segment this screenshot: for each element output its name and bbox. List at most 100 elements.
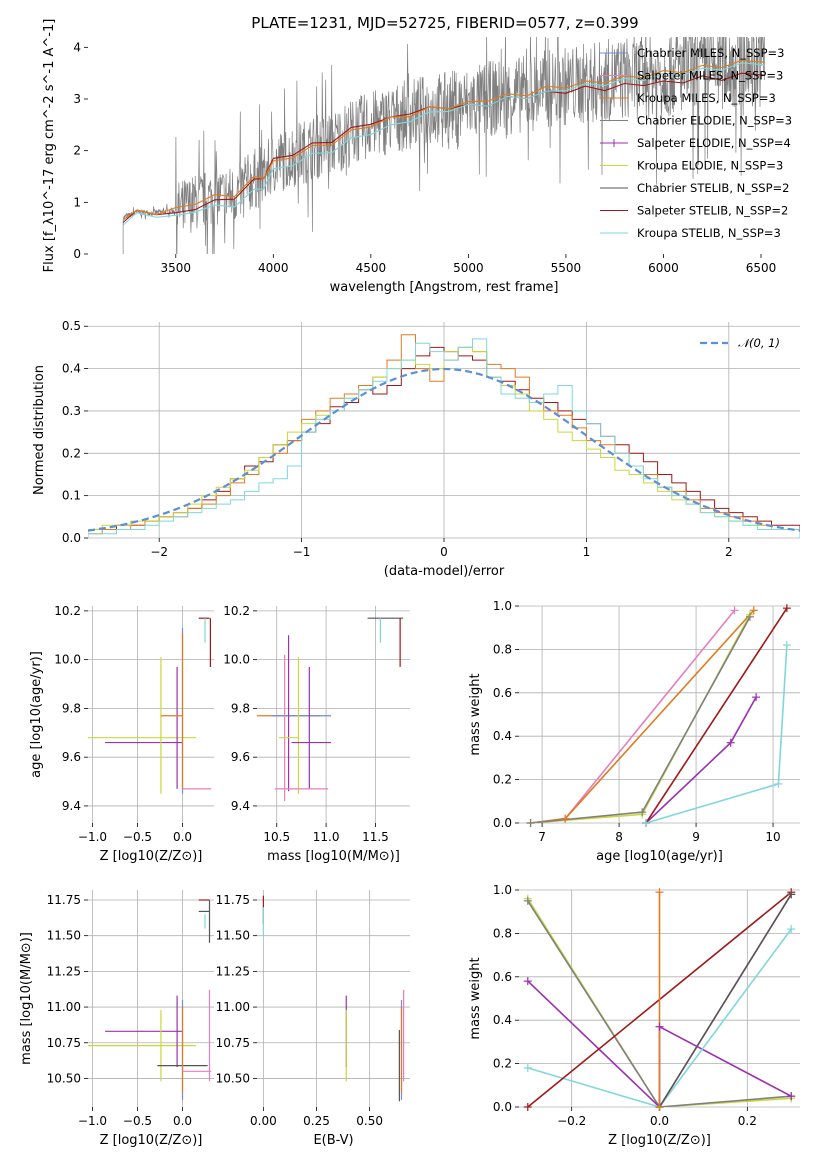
- y-tick-label: 0.1: [62, 489, 81, 503]
- y-tick-label: 10.0: [54, 653, 81, 667]
- y-axis-label: Flux [f_λ10^-17 erg cm^-2 s^-1 A^-1]: [42, 19, 57, 273]
- panel-mass-vs-EBV: 0.00 0.25 0.50 10.50 10.75 11.00 11.25 11.50 11.…: [216, 890, 410, 1148]
- y-tick-label: 3: [73, 92, 81, 106]
- y-tick-label: 0.0: [493, 1100, 512, 1114]
- y-tick-label: 0.2: [493, 773, 512, 787]
- weight-series-line: [645, 696, 757, 823]
- weight-series-line: [658, 893, 792, 1107]
- x-tick-label: 11.0: [313, 830, 340, 844]
- plot-area: [88, 617, 212, 794]
- model-spectrum-line: [122, 59, 765, 221]
- plot-area: [527, 891, 792, 1107]
- observed-spectrum-line: [122, 37, 766, 254]
- plot-area: [257, 617, 404, 802]
- y-tick-label: 11.00: [216, 1000, 250, 1014]
- y-tick-label: 11.50: [47, 929, 81, 943]
- weight-series-line: [645, 607, 788, 823]
- legend-label: Kroupa ELODIE, N_SSP=3: [637, 159, 783, 173]
- x-tick-label: 3500: [161, 261, 192, 275]
- y-tick-label: 0.4: [62, 362, 81, 376]
- weight-series-line: [530, 616, 751, 823]
- y-tick-label: 10.2: [54, 604, 81, 618]
- x-tick-label: 0.50: [356, 1114, 383, 1128]
- y-axis-label: age [log10(age/yr)]: [29, 651, 44, 778]
- y-tick-label: 0.0: [493, 816, 512, 830]
- x-tick-label: 4500: [356, 261, 387, 275]
- y-tick-label: 9.6: [231, 750, 250, 764]
- x-axis-label: wavelength [Angstrom, rest frame]: [330, 280, 559, 295]
- x-tick-label: −1.0: [78, 1114, 107, 1128]
- x-tick-label: 4000: [258, 261, 289, 275]
- weight-series-line: [527, 928, 792, 1107]
- y-tick-label: 9.8: [231, 701, 250, 715]
- x-tick-label: −1: [293, 545, 311, 559]
- histogram-series: [88, 338, 800, 538]
- y-axis-label: mass weight: [468, 673, 483, 755]
- y-tick-label: 11.50: [216, 929, 250, 943]
- weight-series-line: [530, 609, 736, 823]
- x-tick-label: 11.5: [362, 830, 389, 844]
- x-tick-label: 8: [615, 830, 623, 844]
- y-axis-label: Normed distribution: [32, 365, 47, 495]
- x-tick-label: 9: [692, 830, 700, 844]
- y-tick-label: 9.4: [62, 799, 81, 813]
- legend-label: Chabrier STELIB, N_SSP=2: [637, 181, 789, 195]
- y-tick-label: 10.75: [47, 1036, 81, 1050]
- x-axis-label: Z [log10(Z/Z⊙)]: [100, 1133, 203, 1148]
- legend-label: Salpeter ELODIE, N_SSP=4: [637, 136, 791, 150]
- y-tick-label: 1.0: [493, 599, 512, 613]
- panel-mass-vs-Z: −1.0 −0.5 0.0 10.50 10.75 11.00 11.25 11.50 11.7…: [19, 890, 214, 1148]
- weight-series-line: [530, 614, 751, 823]
- x-tick-label: 6000: [648, 261, 679, 275]
- legend-label: Salpeter STELIB, N_SSP=2: [637, 204, 788, 218]
- model-spectrum-line: [122, 62, 765, 226]
- plot-area: [530, 607, 788, 823]
- legend-label: Kroupa MILES, N_SSP=3: [637, 91, 776, 105]
- y-tick-label: 10.50: [216, 1071, 250, 1085]
- plot-area: [122, 37, 766, 254]
- figure-title: PLATE=1231, MJD=52725, FIBERID=0577, z=0…: [251, 14, 638, 32]
- y-tick-label: 0.6: [493, 970, 512, 984]
- y-tick-label: 0.8: [493, 926, 512, 940]
- y-tick-label: 4: [73, 40, 81, 54]
- y-tick-label: 0.8: [493, 642, 512, 656]
- y-axis-label: mass weight: [468, 957, 483, 1039]
- x-tick-label: 5500: [551, 261, 582, 275]
- panel-weight-vs-age: 7 8 9 10 0.0 0.2 0.4 0.6 0.8 1.0 age [log10(age/yr…: [468, 599, 800, 864]
- y-tick-label: 1: [73, 195, 81, 209]
- x-tick-label: 0: [440, 545, 448, 559]
- normal-curve: [88, 367, 800, 532]
- y-tick-label: 0.4: [493, 729, 512, 743]
- y-tick-label: 10.50: [47, 1071, 81, 1085]
- x-axis-label: Z [log10(Z/Z⊙)]: [100, 849, 203, 864]
- y-axis-label: mass [log10(M/M⊙)]: [19, 932, 34, 1065]
- x-tick-label: 0.0: [173, 1114, 192, 1128]
- y-tick-label: 0.3: [62, 404, 81, 418]
- x-axis-label: E(B-V): [313, 1133, 353, 1148]
- plot-area: [88, 334, 800, 538]
- y-tick-label: 10.75: [216, 1036, 250, 1050]
- y-tick-label: 10.0: [223, 653, 250, 667]
- legend-label: Salpeter MILES, N_SSP=3: [637, 69, 783, 83]
- y-tick-label: 11.25: [216, 964, 250, 978]
- y-tick-label: 0.4: [493, 1013, 512, 1027]
- y-tick-label: 0.5: [62, 319, 81, 333]
- y-tick-label: 2: [73, 144, 81, 158]
- y-tick-label: 11.00: [47, 1000, 81, 1014]
- y-tick-label: 0: [73, 247, 81, 261]
- x-tick-label: 2: [725, 545, 733, 559]
- x-tick-label: −1.0: [78, 830, 107, 844]
- y-tick-label: 9.8: [62, 701, 81, 715]
- x-tick-label: 5000: [453, 261, 484, 275]
- x-tick-label: 0.0: [650, 1114, 669, 1128]
- panel-spectrum: 3500 4000 4500 5000 5500 6000 6500 0 1 2 3 4 wavelen…: [42, 19, 792, 295]
- x-tick-label: −0.5: [123, 830, 152, 844]
- x-axis-label: (data-model)/error: [384, 564, 505, 579]
- x-tick-label: 0.0: [173, 830, 192, 844]
- legend-label: Chabrier MILES, N_SSP=3: [637, 46, 784, 60]
- x-tick-label: 10: [765, 830, 780, 844]
- x-axis-label: mass [log10(M/M⊙)]: [267, 849, 400, 864]
- x-tick-label: 7: [538, 830, 546, 844]
- weight-series-line: [527, 900, 792, 1107]
